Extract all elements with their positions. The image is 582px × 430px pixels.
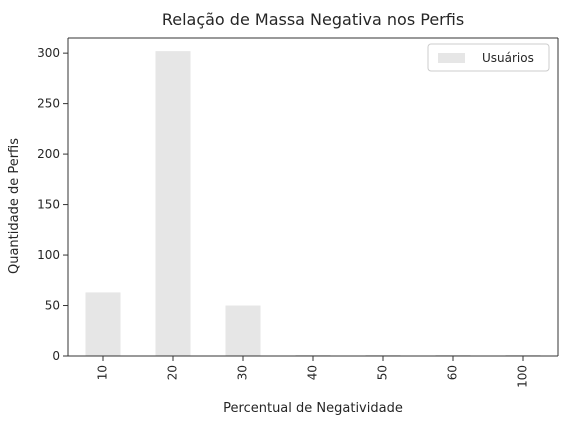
bar-100 bbox=[505, 354, 541, 356]
legend-frame bbox=[427, 43, 550, 72]
chart-title: Relação de Massa Negativa nos Perfis bbox=[162, 10, 464, 29]
legend-label: Usuários bbox=[482, 51, 534, 65]
x-tick-label-50: 50 bbox=[376, 365, 390, 380]
bar-50 bbox=[365, 354, 401, 356]
y-tick-label-300: 300 bbox=[37, 46, 60, 60]
y-tick-label-200: 200 bbox=[37, 147, 60, 161]
y-tick-label-50: 50 bbox=[45, 299, 60, 313]
x-tick-label-100: 100 bbox=[516, 365, 530, 388]
bar-40 bbox=[295, 354, 331, 356]
bar-30 bbox=[225, 305, 261, 356]
legend: Usuários bbox=[427, 43, 550, 72]
y-tick-label-150: 150 bbox=[37, 198, 60, 212]
bars-layer bbox=[85, 51, 541, 356]
bar-60 bbox=[435, 354, 471, 356]
x-tick-label-10: 10 bbox=[96, 365, 110, 380]
x-tick-label-60: 60 bbox=[446, 365, 460, 380]
x-tick-label-40: 40 bbox=[306, 365, 320, 380]
y-tick-label-250: 250 bbox=[37, 97, 60, 111]
ticks-layer: 0 50 100 150 200 250 300 10 20 30 40 50 60 100 bbox=[37, 46, 529, 388]
x-tick-label-20: 20 bbox=[166, 365, 180, 380]
y-axis-label: Quantidade de Perfis bbox=[7, 138, 22, 274]
axes-layer bbox=[67, 37, 559, 357]
bar-10 bbox=[85, 292, 121, 356]
x-axis-label: Percentual de Negatividade bbox=[223, 401, 403, 416]
x-tick-label-30: 30 bbox=[236, 365, 250, 380]
legend-swatch bbox=[438, 53, 465, 63]
bar-20 bbox=[155, 51, 191, 356]
y-tick-label-0: 0 bbox=[52, 349, 60, 363]
y-tick-label-100: 100 bbox=[37, 248, 60, 262]
